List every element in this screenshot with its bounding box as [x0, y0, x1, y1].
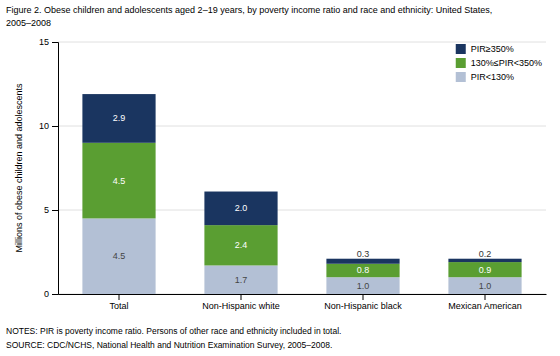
- series-2: [82, 94, 521, 264]
- legend-swatch: [456, 44, 466, 54]
- y-tick: 0: [44, 289, 58, 299]
- legend-swatch: [456, 72, 466, 82]
- x-tick: Non-Hispanic white: [202, 294, 280, 311]
- y-axis: 0 5 10 15: [39, 37, 59, 299]
- data-label: 4.5: [113, 251, 126, 261]
- x-tick-label: Non-Hispanic black: [324, 301, 402, 311]
- data-label: 4.5: [113, 176, 126, 186]
- y-tick: 15: [39, 37, 58, 47]
- x-axis-line: [59, 294, 547, 295]
- data-label: 0.3: [357, 249, 370, 259]
- bar-segment: [326, 277, 399, 294]
- bar-segment: [204, 265, 277, 294]
- plot: 4.5 1.7 1.0 1.0 4.5 2.4 0.8 0.9 2.9 2.0 0.3 0.2 0 5 10…: [14, 37, 547, 311]
- x-tick-mark: [485, 294, 486, 300]
- y-tick-mark: [52, 294, 58, 295]
- bar-segment: [326, 264, 399, 277]
- y-tick-mark: [52, 42, 58, 43]
- legend-label: PIR≥350%: [471, 44, 514, 54]
- data-label: 1.0: [357, 281, 370, 291]
- grid-line: [58, 42, 546, 43]
- y-tick-label: 10: [39, 121, 49, 131]
- legend-item: 130%≤PIR<350%: [456, 58, 542, 68]
- x-tick-mark: [363, 294, 364, 300]
- y-tick-label: 0: [44, 289, 49, 299]
- bar-segment: [204, 225, 277, 265]
- grid: [58, 42, 546, 294]
- x-tick: Mexican American: [448, 294, 522, 311]
- legend-label: PIR<130%: [471, 72, 514, 82]
- y-tick-label: 5: [44, 205, 49, 215]
- legend-swatch: [456, 58, 466, 68]
- data-label: 1.0: [479, 281, 492, 291]
- data-label: 0.2: [479, 249, 492, 259]
- series-1: [82, 143, 521, 277]
- y-tick-mark: [52, 210, 58, 211]
- bar-segment: [204, 192, 277, 226]
- data-labels: 4.5 1.7 1.0 1.0 4.5 2.4 0.8 0.9 2.9 2.0 0.3 0.2: [113, 113, 492, 290]
- y-axis-line: [52, 43, 59, 295]
- annotation: SOURCE: CDC/NCHS, National Health and Nu…: [6, 340, 332, 350]
- y-tick-mark: [52, 126, 58, 127]
- legend: PIR≥350% 130%≤PIR<350% PIR<130%: [456, 44, 542, 82]
- y-tick-label: 15: [39, 37, 49, 47]
- data-label: 2.4: [235, 240, 248, 250]
- title: Figure 2. Obese children and adolescents…: [6, 5, 492, 15]
- bar-segment: [448, 259, 521, 262]
- bar-segment: [82, 94, 155, 143]
- data-label: 1.7: [235, 275, 248, 285]
- bar-segment: [82, 218, 155, 294]
- x-tick-label: Non-Hispanic white: [202, 301, 280, 311]
- legend-label: 130%≤PIR<350%: [471, 58, 542, 68]
- x-tick: Total: [109, 294, 128, 311]
- bar-segment: [326, 259, 399, 264]
- x-tick-mark: [119, 294, 120, 300]
- x-tick-label: Mexican American: [448, 301, 522, 311]
- x-axis: Total Non-Hispanic white Non-Hispanic blac…: [59, 294, 547, 311]
- y-tick: 10: [39, 121, 58, 131]
- y-axis-title: Millions of obese children and adolescen…: [14, 83, 24, 253]
- legend-item: PIR≥350%: [456, 44, 514, 54]
- bar-segment: [82, 143, 155, 219]
- y-tick: 5: [44, 205, 58, 215]
- x-tick: Non-Hispanic black: [324, 294, 402, 311]
- x-tick-mark: [241, 294, 242, 300]
- legend-item: PIR<130%: [456, 72, 514, 82]
- data-label: 0.8: [357, 265, 370, 275]
- data-label: 2.9: [113, 113, 126, 123]
- subtitle: 2005–2008: [6, 18, 51, 28]
- annotation: NOTES: PIR is poverty income ratio. Pers…: [6, 326, 341, 336]
- data-label: 2.0: [235, 203, 248, 213]
- x-tick-label: Total: [109, 301, 128, 311]
- bars: [82, 94, 521, 294]
- bar-segment: [448, 277, 521, 294]
- bar-segment: [448, 262, 521, 277]
- chart: Figure 2. Obese children and adolescents…: [0, 0, 560, 356]
- series-0: [82, 218, 521, 294]
- data-label: 0.9: [479, 265, 492, 275]
